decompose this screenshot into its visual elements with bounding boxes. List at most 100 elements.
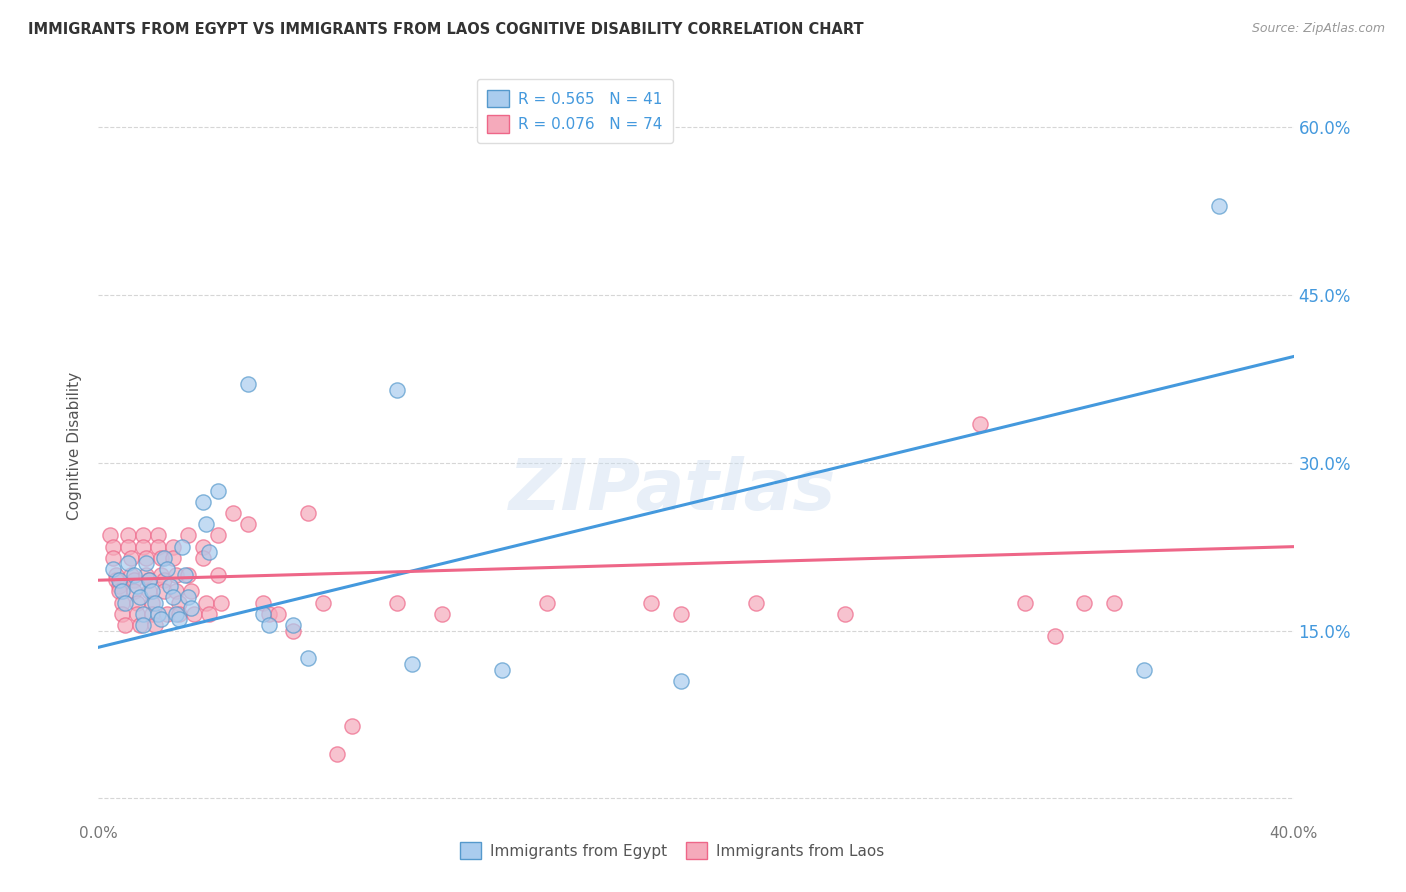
Point (165, 567, 187, 582)
Point (153, 584, 176, 599)
Point (191, 550, 214, 565)
Point (172, 540, 194, 554)
Point (342, 718, 364, 732)
Point (143, 596, 166, 610)
Point (536, 596, 558, 610)
Point (150, 567, 173, 582)
Point (108, 584, 131, 599)
Point (111, 584, 134, 599)
Point (132, 540, 155, 554)
Point (191, 495, 214, 509)
Point (311, 596, 333, 610)
Point (156, 607, 179, 621)
Point (103, 550, 125, 565)
Point (252, 596, 274, 610)
Point (491, 663, 513, 677)
Point (297, 506, 319, 520)
Point (129, 618, 152, 632)
Point (138, 573, 160, 587)
Point (167, 596, 190, 610)
Point (385, 383, 409, 397)
Point (111, 596, 134, 610)
Point (117, 528, 139, 542)
Point (165, 584, 187, 599)
Point (174, 567, 197, 582)
Point (969, 417, 991, 431)
Point (129, 590, 152, 604)
Point (326, 747, 349, 761)
Point (127, 596, 149, 610)
Point (297, 651, 319, 665)
Point (177, 590, 200, 604)
Point (141, 596, 163, 610)
Point (209, 596, 232, 610)
Point (834, 607, 856, 621)
Point (162, 540, 184, 554)
Point (98, 528, 122, 542)
Point (257, 607, 280, 621)
Point (105, 573, 128, 587)
Point (124, 573, 146, 587)
Text: IMMIGRANTS FROM EGYPT VS IMMIGRANTS FROM LAOS COGNITIVE DISABILITY CORRELATION C: IMMIGRANTS FROM EGYPT VS IMMIGRANTS FROM… (28, 22, 863, 37)
Point (207, 567, 229, 582)
Point (114, 596, 136, 610)
Point (162, 590, 184, 604)
Point (177, 528, 200, 542)
Point (141, 607, 163, 621)
Point (105, 567, 128, 582)
Point (127, 579, 149, 593)
Point (195, 596, 218, 610)
Point (1133, 663, 1156, 677)
Point (207, 528, 229, 542)
Point (150, 612, 173, 626)
Point (135, 557, 157, 571)
Point (167, 607, 190, 621)
Point (103, 540, 125, 554)
Point (103, 562, 125, 576)
Point (252, 607, 274, 621)
Point (180, 601, 202, 615)
Point (148, 607, 170, 621)
Point (124, 567, 146, 582)
Point (1043, 629, 1066, 643)
Point (108, 579, 131, 593)
Point (385, 596, 409, 610)
Point (267, 607, 290, 621)
Point (198, 607, 221, 621)
Point (191, 540, 214, 554)
Point (138, 573, 160, 587)
Text: Source: ZipAtlas.com: Source: ZipAtlas.com (1251, 22, 1385, 36)
Point (135, 567, 157, 582)
Point (150, 550, 173, 565)
Point (138, 584, 160, 599)
Point (430, 607, 453, 621)
Point (401, 657, 423, 671)
Point (177, 567, 200, 582)
Y-axis label: Cognitive Disability: Cognitive Disability (67, 372, 83, 520)
Point (257, 618, 280, 632)
Point (745, 596, 768, 610)
Point (108, 573, 131, 587)
Point (153, 573, 176, 587)
Point (281, 618, 304, 632)
Point (117, 557, 139, 571)
Point (135, 550, 157, 565)
Point (236, 377, 259, 392)
Point (669, 607, 692, 621)
Point (222, 506, 245, 520)
Point (669, 673, 692, 688)
Point (1073, 596, 1095, 610)
Text: ZIPatlas: ZIPatlas (509, 457, 835, 525)
Point (120, 550, 142, 565)
Point (114, 618, 136, 632)
Point (183, 607, 205, 621)
Point (127, 607, 149, 621)
Point (162, 550, 184, 565)
Point (167, 612, 190, 626)
Point (111, 607, 134, 621)
Point (195, 517, 218, 532)
Point (124, 584, 146, 599)
Point (132, 607, 155, 621)
Point (143, 618, 166, 632)
Point (1208, 198, 1230, 212)
